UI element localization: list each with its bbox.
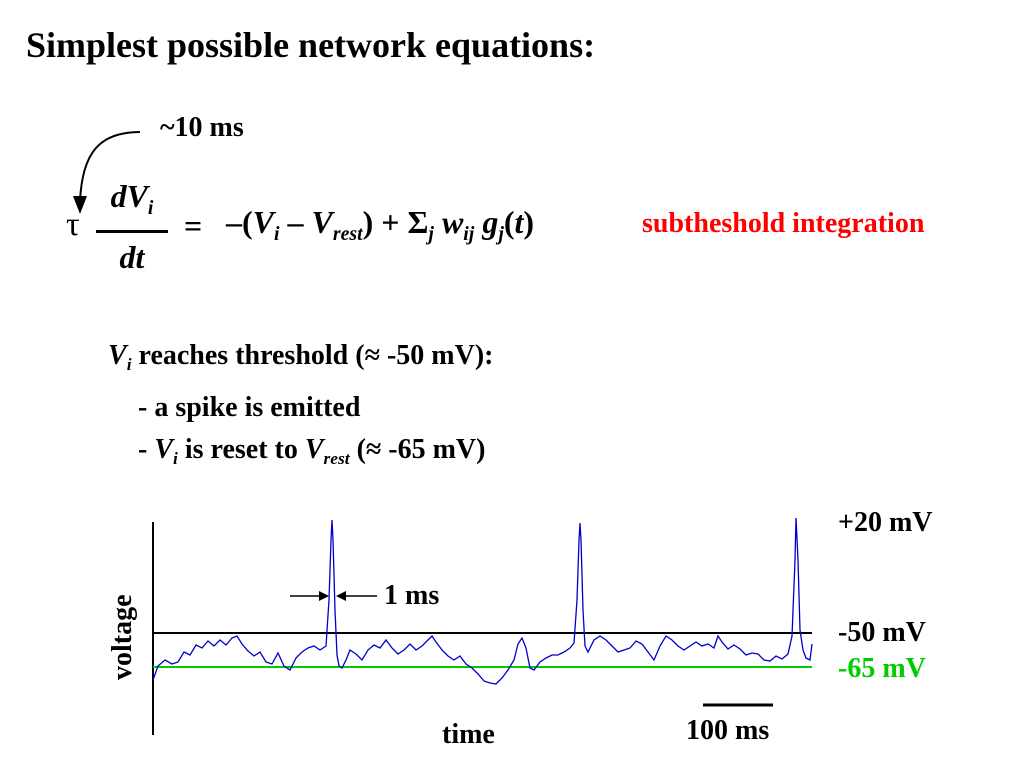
tau-curved-arrow (73, 131, 141, 214)
tau-symbol: τ (66, 206, 80, 243)
bullet-spike-emitted: - a spike is emitted (138, 392, 361, 423)
threshold-voltage-label: -50 mV (838, 617, 926, 648)
spike-width-arrowhead-left (319, 591, 329, 601)
spike-width-label: 1 ms (384, 580, 439, 611)
peak-voltage-label: +20 mV (838, 507, 933, 538)
bullet-reset: - Vi is reset to Vrest (≈ -65 mV) (138, 434, 486, 469)
slide-title: Simplest possible network equations: (26, 25, 596, 65)
subthreshold-annotation: subtheshold integration (642, 208, 925, 239)
equals-sign: = (184, 208, 203, 244)
spike-width-arrowhead-right (336, 591, 346, 601)
derivative-fraction: dVi dt (96, 178, 168, 275)
rest-voltage-label: -65 mV (838, 653, 926, 684)
fraction-bar (96, 229, 168, 233)
scale-bar-label: 100 ms (686, 715, 769, 746)
tau-value-label: ~10 ms (160, 112, 244, 143)
equation-rhs: –(Vi – Vrest) + Σj wij gj(t) (226, 204, 535, 245)
membrane-voltage-trace (152, 517, 813, 685)
x-axis-label: time (442, 719, 495, 750)
fraction-denominator: dt (119, 238, 145, 275)
y-axis-label: voltage (107, 594, 138, 680)
threshold-condition: Vi reaches threshold (≈ -50 mV): (108, 340, 494, 375)
fraction-numerator: dVi (110, 178, 154, 219)
